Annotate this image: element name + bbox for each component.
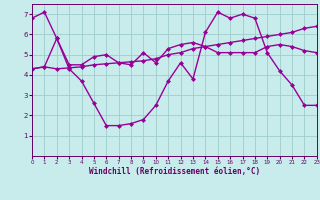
X-axis label: Windchill (Refroidissement éolien,°C): Windchill (Refroidissement éolien,°C) — [89, 167, 260, 176]
